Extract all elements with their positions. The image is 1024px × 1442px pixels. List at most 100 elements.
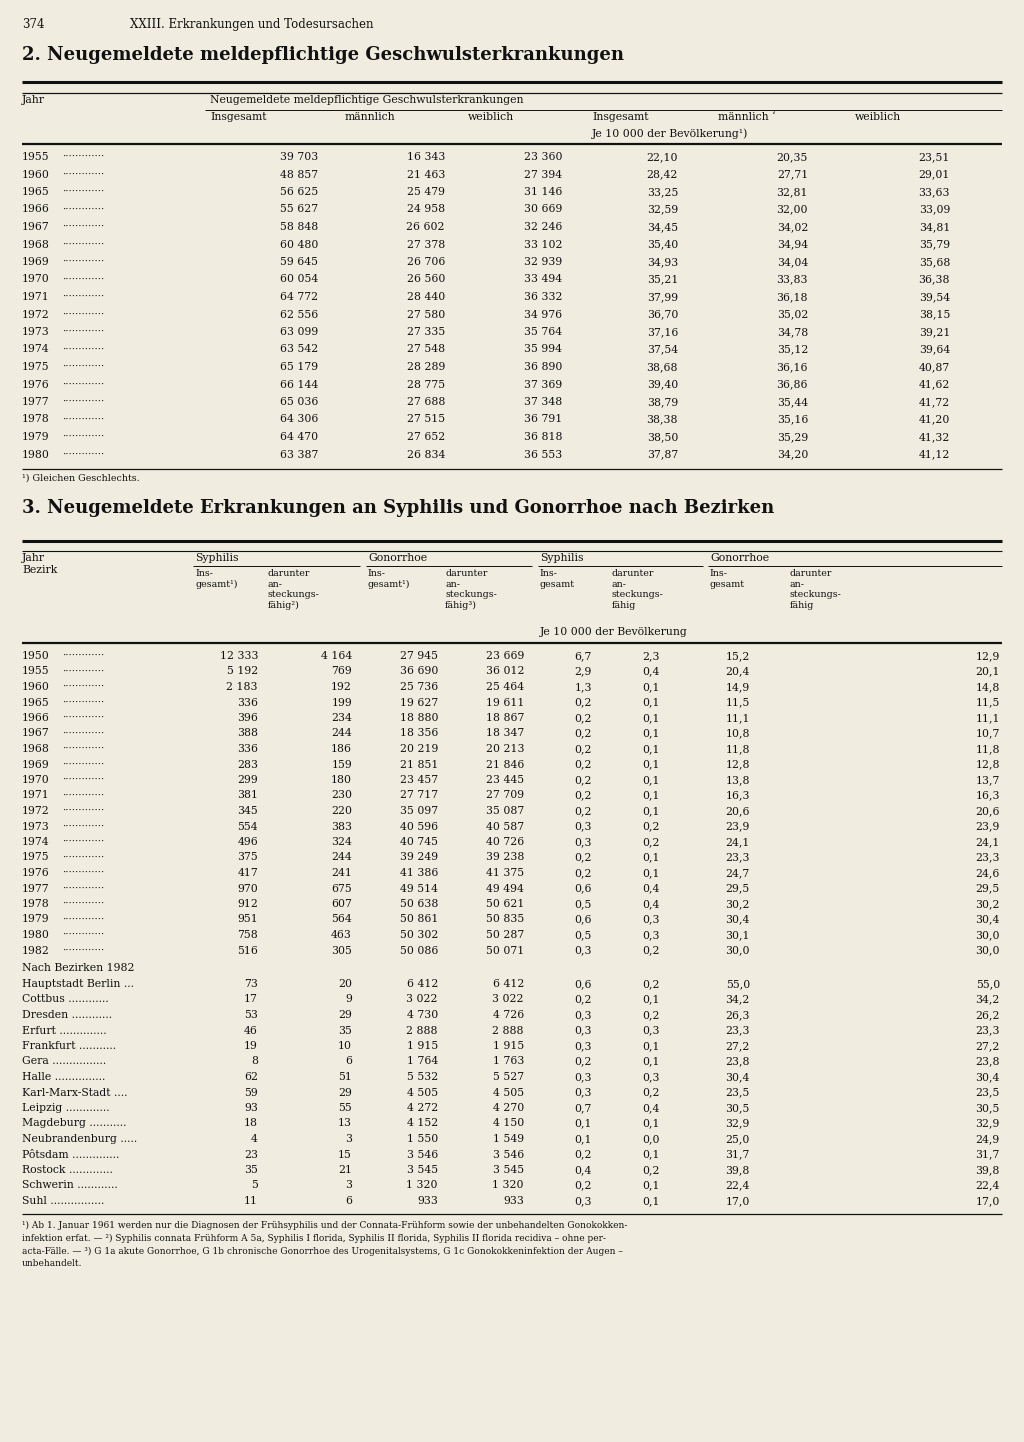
Text: 11,1: 11,1 [976,712,1000,722]
Text: 0,2: 0,2 [642,822,660,832]
Text: 33,09: 33,09 [919,205,950,215]
Text: 23,3: 23,3 [976,1025,1000,1035]
Text: 40 596: 40 596 [400,822,438,832]
Text: 0,1: 0,1 [642,1057,660,1067]
Text: 0,3: 0,3 [642,914,660,924]
Text: 0,1: 0,1 [642,774,660,784]
Text: 6: 6 [345,1195,352,1206]
Text: 1982: 1982 [22,946,50,956]
Text: 35: 35 [338,1025,352,1035]
Text: 5 192: 5 192 [226,666,258,676]
Text: Frankfurt ...........: Frankfurt ........... [22,1041,116,1051]
Text: 60 480: 60 480 [280,239,318,249]
Text: 36,18: 36,18 [776,291,808,301]
Text: 0,5: 0,5 [574,930,592,940]
Text: 0,1: 0,1 [642,1195,660,1206]
Text: 40 587: 40 587 [485,822,524,832]
Text: 50 621: 50 621 [485,898,524,908]
Text: ·············: ············· [62,822,104,831]
Text: 18 356: 18 356 [399,728,438,738]
Text: 55,0: 55,0 [726,979,750,989]
Text: 50 071: 50 071 [485,946,524,956]
Text: ·············: ············· [62,698,104,707]
Text: 283: 283 [237,760,258,770]
Text: ·············: ············· [62,222,104,231]
Text: 769: 769 [331,666,352,676]
Text: 375: 375 [238,852,258,862]
Text: ·············: ············· [62,852,104,861]
Text: 66 144: 66 144 [280,379,318,389]
Text: 0,1: 0,1 [642,744,660,754]
Text: 244: 244 [331,852,352,862]
Text: Suhl ................: Suhl ................ [22,1195,104,1206]
Text: 24,1: 24,1 [726,836,750,846]
Text: 0,3: 0,3 [574,1087,592,1097]
Text: 1955: 1955 [22,151,49,162]
Text: 0,3: 0,3 [574,1195,592,1206]
Text: 32,9: 32,9 [726,1119,750,1129]
Text: 0,1: 0,1 [642,806,660,816]
Text: 11,1: 11,1 [725,712,750,722]
Text: 41,72: 41,72 [919,397,950,407]
Text: 8: 8 [251,1057,258,1067]
Text: 27 652: 27 652 [407,433,445,443]
Text: 675: 675 [331,884,352,894]
Text: 65 179: 65 179 [280,362,318,372]
Text: 30,5: 30,5 [726,1103,750,1113]
Text: 0,3: 0,3 [642,1071,660,1082]
Text: ·············: ············· [62,836,104,846]
Text: 63 387: 63 387 [280,450,318,460]
Text: 0,4: 0,4 [643,1103,660,1113]
Text: 64 470: 64 470 [280,433,318,443]
Text: 0,1: 0,1 [642,790,660,800]
Text: 4 272: 4 272 [407,1103,438,1113]
Text: 36 012: 36 012 [485,666,524,676]
Text: 24 958: 24 958 [407,205,445,215]
Text: 1980: 1980 [22,930,50,940]
Text: 93: 93 [244,1103,258,1113]
Text: ·············: ············· [62,151,104,162]
Text: unbehandelt.: unbehandelt. [22,1259,83,1269]
Text: 19 611: 19 611 [485,698,524,708]
Text: 10: 10 [338,1041,352,1051]
Text: 1965: 1965 [22,187,50,198]
Text: Je 10 000 der Bevölkerung: Je 10 000 der Bevölkerung [540,627,688,637]
Text: 36,38: 36,38 [919,274,950,284]
Text: 20 213: 20 213 [485,744,524,754]
Text: 0,1: 0,1 [642,852,660,862]
Text: 55: 55 [338,1103,352,1113]
Text: Jahr
Bezirk: Jahr Bezirk [22,552,57,575]
Text: Insgesamt: Insgesamt [592,112,648,123]
Text: 20,6: 20,6 [976,806,1000,816]
Text: 4: 4 [251,1133,258,1144]
Text: 16,3: 16,3 [725,790,750,800]
Text: 60 054: 60 054 [280,274,318,284]
Text: 11,5: 11,5 [726,698,750,708]
Text: 0,2: 0,2 [574,790,592,800]
Text: Halle ...............: Halle ............... [22,1071,105,1082]
Text: 1978: 1978 [22,414,50,424]
Text: Insgesamt: Insgesamt [210,112,266,123]
Text: 36,86: 36,86 [776,379,808,389]
Text: 50 086: 50 086 [399,946,438,956]
Text: 417: 417 [238,868,258,878]
Text: 1970: 1970 [22,274,50,284]
Text: 27 945: 27 945 [400,650,438,660]
Text: ·············: ············· [62,898,104,908]
Text: 32,9: 32,9 [976,1119,1000,1129]
Text: ·············: ············· [62,187,104,196]
Text: 0,2: 0,2 [642,1087,660,1097]
Text: 1967: 1967 [22,728,50,738]
Text: 230: 230 [331,790,352,800]
Text: 28 289: 28 289 [407,362,445,372]
Text: 31,7: 31,7 [976,1149,1000,1159]
Text: 38,38: 38,38 [646,414,678,424]
Text: 4 505: 4 505 [493,1087,524,1097]
Text: 30,2: 30,2 [976,898,1000,908]
Text: 34,78: 34,78 [777,327,808,337]
Text: 5 527: 5 527 [493,1071,524,1082]
Text: 912: 912 [238,898,258,908]
Text: 33 494: 33 494 [524,274,562,284]
Text: 199: 199 [331,698,352,708]
Text: darunter
an-
steckungs-
fähig: darunter an- steckungs- fähig [612,570,664,610]
